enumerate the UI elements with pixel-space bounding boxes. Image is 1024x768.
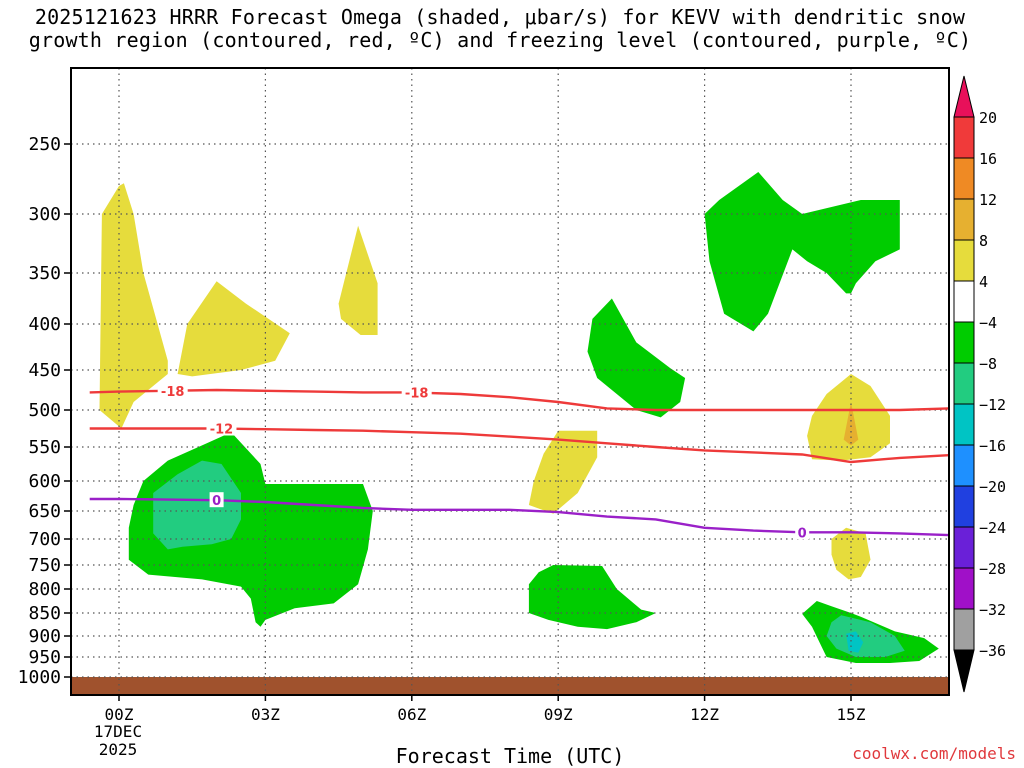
x-tick-label-12Z: 12Z	[690, 705, 719, 724]
omega-region-2	[338, 225, 378, 335]
colorbar-box-5	[953, 321, 975, 364]
omega-region-9	[704, 172, 900, 332]
colorbar-label-13: −36	[979, 642, 1006, 660]
y-tick-label-250: 250	[28, 134, 61, 155]
colorbar-label-9: −20	[979, 478, 1006, 496]
colorbar-box-2	[953, 198, 975, 241]
y-tick-label-750: 750	[28, 555, 61, 576]
colorbar-label-11: −28	[979, 560, 1006, 578]
colorbar-label-8: −16	[979, 437, 1006, 455]
contour-label-3: 0	[212, 494, 221, 509]
contour-label-bg-0	[157, 382, 188, 398]
y-tick-label-1000: 1000	[18, 667, 61, 688]
x-tick-label-06Z: 06Z	[397, 705, 426, 724]
colorbar-label-1: 16	[979, 150, 997, 168]
omega-region-6	[843, 402, 859, 446]
colorbar-box-10	[953, 526, 975, 569]
contour-label-2: -12	[210, 423, 234, 438]
colorbar-bottom-triangle	[953, 649, 975, 693]
y-tick-label-500: 500	[28, 400, 61, 421]
contour-line-0	[89, 388, 949, 412]
y-tick-label-900: 900	[28, 626, 61, 647]
colorbar-box-3	[953, 239, 975, 282]
y-tick-label-650: 650	[28, 501, 61, 522]
omega-region-12	[153, 460, 241, 550]
colorbar-label-3: 8	[979, 232, 988, 250]
x-tick-label-00Z: 00Z	[105, 705, 134, 724]
contour-label-bg-1	[401, 384, 432, 400]
chart-title-line-1: 2025121623 HRRR Forecast Omega (shaded, …	[34, 5, 966, 29]
contour-label-bg-4	[795, 524, 810, 540]
surface-ground-bar	[71, 677, 949, 695]
y-tick-label-400: 400	[28, 314, 61, 335]
y-tick-label-300: 300	[28, 204, 61, 225]
y-tick-label-600: 600	[28, 471, 61, 492]
colorbar-box-9	[953, 485, 975, 528]
contour-label-bg-3	[209, 492, 224, 508]
start-date-day: 17DEC	[93, 722, 143, 741]
colorbar-box-8	[953, 444, 975, 487]
omega-region-10	[528, 565, 656, 630]
y-tick-label-950: 950	[28, 647, 61, 668]
colorbar-top-triangle	[953, 75, 975, 118]
colorbar-label-10: −24	[979, 519, 1006, 537]
omega-region-14	[846, 631, 864, 653]
omega-region-8	[587, 298, 686, 418]
colorbar-box-12	[953, 608, 975, 651]
colorbar-box-11	[953, 567, 975, 610]
contour-label-0: -18	[161, 385, 185, 400]
contour-label-4: 0	[798, 526, 807, 541]
x-axis-label: Forecast Time (UTC)	[395, 744, 625, 768]
omega-region-3	[528, 430, 598, 514]
colorbar-label-6: −8	[979, 355, 997, 373]
colorbar-label-0: 20	[979, 109, 997, 127]
plot-frame	[70, 67, 950, 696]
colorbar-box-0	[953, 116, 975, 159]
colorbar-box-6	[953, 362, 975, 405]
x-tick-label-03Z: 03Z	[251, 705, 280, 724]
start-date-year: 2025	[98, 740, 138, 759]
contour-label-1: -18	[405, 386, 429, 401]
colorbar-label-5: −4	[979, 314, 997, 332]
colorbar-label-12: −32	[979, 601, 1006, 619]
chart-title: 2025121623 HRRR Forecast Omega (shaded, …	[0, 6, 1000, 52]
omega-region-5	[831, 527, 871, 580]
colorbar-box-4	[953, 280, 975, 323]
y-tick-label-350: 350	[28, 263, 61, 284]
x-tick-label-09Z: 09Z	[544, 705, 573, 724]
colorbar-label-4: 4	[979, 273, 988, 291]
chart-title-line-2: growth region (contoured, red, ºC) and f…	[28, 28, 972, 52]
y-tick-label-450: 450	[28, 360, 61, 381]
omega-region-13	[826, 615, 905, 657]
credit-text: coolwx.com/models	[852, 744, 1016, 763]
omega-region-0	[99, 183, 168, 429]
contour-label-bg-2	[206, 420, 237, 436]
omega-region-1	[177, 281, 290, 377]
y-tick-label-700: 700	[28, 529, 61, 550]
colorbar-box-7	[953, 403, 975, 446]
x-tick-label-15Z: 15Z	[837, 705, 866, 724]
y-tick-label-850: 850	[28, 603, 61, 624]
y-tick-label-800: 800	[28, 579, 61, 600]
colorbar-label-2: 12	[979, 191, 997, 209]
colorbar-box-1	[953, 157, 975, 200]
y-tick-label-550: 550	[28, 437, 61, 458]
colorbar-label-7: −12	[979, 396, 1006, 414]
